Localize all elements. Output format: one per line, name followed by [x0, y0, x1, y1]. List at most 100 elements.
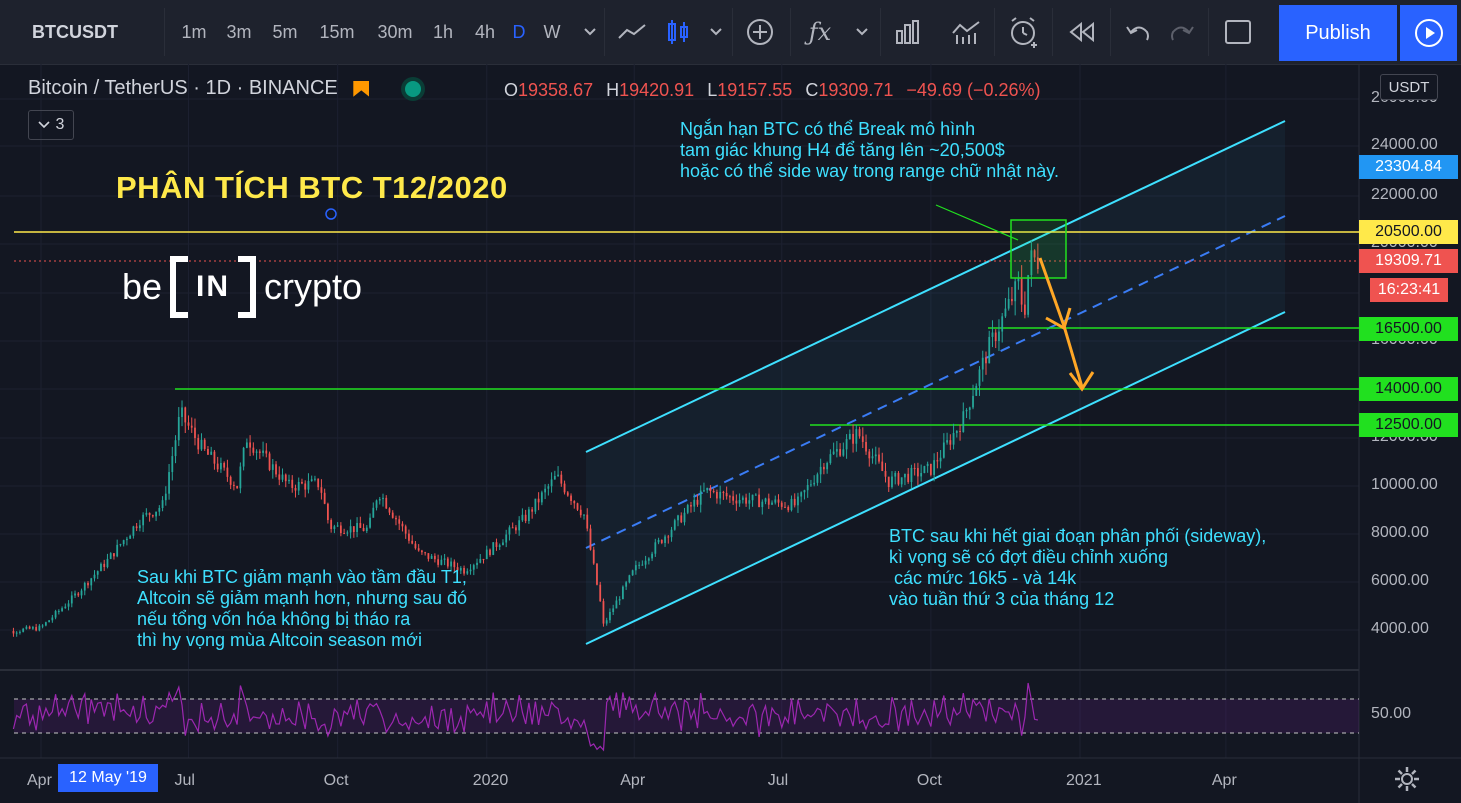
candle-body — [991, 332, 994, 337]
candle-body — [570, 495, 572, 501]
channel-fill — [586, 121, 1285, 644]
candle-body — [1033, 250, 1036, 258]
candle-body — [774, 499, 777, 503]
candle-body — [142, 514, 145, 526]
candle-body — [181, 407, 183, 417]
toolbar-divider — [1110, 8, 1111, 56]
chart-style-candles-icon[interactable] — [660, 0, 696, 64]
candle-body — [291, 479, 294, 488]
symbol-legend[interactable]: Bitcoin / TetherUS · 1D · BINANCE — [28, 77, 421, 100]
candle-body — [855, 429, 858, 444]
interval-4h-button[interactable]: 4h — [474, 21, 496, 42]
candle-body — [787, 506, 790, 511]
candle-body — [972, 395, 974, 408]
candle-body — [874, 454, 877, 457]
candle-body — [1001, 316, 1004, 332]
candle-body — [476, 562, 478, 566]
interval-dropdown-icon[interactable] — [578, 0, 602, 64]
candle-body — [761, 501, 764, 508]
compare-add-icon[interactable] — [742, 0, 778, 64]
chart-style-line-icon[interactable] — [612, 0, 652, 64]
indicators-fx-icon[interactable]: ƒx — [808, 18, 832, 46]
candle-body — [278, 474, 281, 480]
candle-body — [83, 582, 86, 591]
candle-body — [109, 553, 112, 559]
indicators-dropdown-icon[interactable] — [850, 0, 874, 64]
interval-d-button[interactable]: D — [512, 21, 526, 42]
channel-lower-line[interactable] — [585, 311, 1286, 645]
candle-body — [810, 484, 812, 486]
toolbar-divider — [880, 8, 881, 56]
projection-arrow[interactable] — [1038, 257, 1095, 392]
note-correction[interactable]: BTC sau khi hết giai đoạn phân phối (sid… — [889, 526, 1267, 609]
fullscreen-icon[interactable] — [1218, 0, 1258, 64]
candle-body — [741, 497, 744, 500]
candle-body — [323, 492, 326, 504]
candle-body — [352, 526, 355, 532]
candle-body — [414, 543, 417, 549]
indicators-collapse-button[interactable]: 3 — [28, 110, 74, 140]
alert-clock-icon[interactable] — [1004, 0, 1044, 64]
candle-body — [398, 519, 401, 524]
symbol-search-button[interactable]: BTCUSDT — [32, 21, 118, 42]
note-short-term[interactable]: Ngắn hạn BTC có thể Break mô hình tam gi… — [680, 119, 1059, 181]
candle-body — [732, 496, 735, 501]
candle-body — [651, 553, 653, 559]
channel-median-line[interactable] — [585, 215, 1286, 549]
candle-body — [301, 481, 303, 484]
candle-body — [203, 439, 206, 449]
candle-body — [797, 496, 799, 506]
candle-body — [887, 476, 890, 488]
interval-15m-button[interactable]: 15m — [319, 21, 355, 42]
analysis-title[interactable]: PHÂN TÍCH BTC T12/2020 — [116, 170, 508, 205]
candle-body — [813, 482, 816, 485]
candle-body — [220, 462, 222, 470]
replay-icon[interactable] — [1062, 0, 1102, 64]
redo-icon[interactable] — [1164, 0, 1200, 64]
candle-body — [784, 506, 786, 508]
publish-play-icon[interactable] — [1400, 5, 1457, 61]
interval-1m-button[interactable]: 1m — [181, 21, 207, 42]
candle-body — [693, 499, 696, 507]
settings-gear-icon[interactable] — [1394, 766, 1420, 797]
candle-body — [284, 474, 287, 482]
time-tick-label: Oct — [916, 772, 942, 789]
interval-w-button[interactable]: W — [543, 21, 561, 42]
chart-style-dropdown-icon[interactable] — [704, 0, 728, 64]
candle-body — [132, 526, 135, 536]
candle-body — [155, 511, 157, 517]
channel-upper-line[interactable] — [585, 120, 1286, 453]
candle-body — [826, 462, 829, 470]
candle-body — [865, 441, 867, 452]
interval-1h-button[interactable]: 1h — [432, 21, 454, 42]
candle-body — [894, 472, 897, 477]
candle-body — [495, 542, 498, 547]
interval-3m-button[interactable]: 3m — [226, 21, 252, 42]
currency-button[interactable]: USDT — [1380, 74, 1438, 100]
candle-body — [612, 608, 615, 612]
candle-body — [1036, 257, 1039, 270]
candle-body — [200, 439, 203, 450]
candle-body — [395, 517, 397, 520]
publish-button[interactable]: Publish — [1279, 5, 1397, 61]
interval-5m-button[interactable]: 5m — [272, 21, 298, 42]
templates-icon[interactable] — [946, 0, 986, 64]
candle-body — [310, 479, 313, 482]
price-label-top-level: 23304.84 — [1359, 155, 1458, 179]
candle-body — [349, 526, 352, 533]
candle-body — [764, 498, 767, 502]
candle-body — [210, 451, 213, 455]
candlestick-series — [12, 240, 1039, 637]
price-chart-area[interactable] — [0, 64, 1461, 803]
candle-body — [816, 474, 819, 483]
interval-30m-button[interactable]: 30m — [377, 21, 413, 42]
range-rectangle[interactable] — [1010, 219, 1067, 279]
undo-icon[interactable] — [1120, 0, 1156, 64]
note-altcoin[interactable]: Sau khi BTC giảm mạnh vào tầm đầu T1, Al… — [137, 567, 468, 650]
candle-body — [985, 357, 987, 364]
drawing-anchor-marker[interactable] — [325, 208, 337, 220]
candle-body — [696, 499, 699, 505]
candle-body — [450, 561, 452, 567]
candle-body — [754, 494, 757, 496]
financials-icon[interactable] — [888, 0, 928, 64]
